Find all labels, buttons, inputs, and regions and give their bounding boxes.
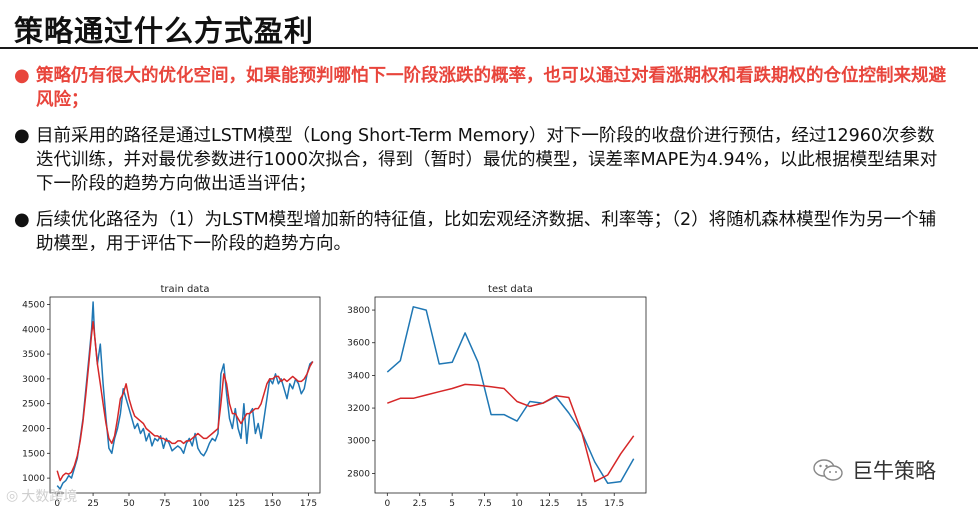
actual-series-line	[56, 301, 314, 490]
wechat-icon	[813, 459, 843, 481]
x-tick-label: 100	[192, 499, 209, 509]
x-tick-label: 150	[264, 499, 281, 509]
y-tick-label: 3000	[347, 437, 370, 447]
x-tick-label: 10	[511, 499, 523, 509]
x-tick-label: 15	[576, 499, 587, 509]
train-data-chart: train data 0 25 50 75 100 125 150 175 1000 1500 200…	[22, 284, 321, 509]
y-tick-label: 3500	[22, 350, 45, 360]
x-tick-label: 0	[54, 499, 60, 509]
watermark-left-text: 大数跨境	[21, 489, 78, 505]
y-tick-label: 4000	[22, 325, 45, 335]
y-tick-label: 3000	[22, 375, 45, 385]
x-tick-label: 175	[300, 499, 317, 509]
y-tick-label: 2800	[347, 469, 370, 479]
y-tick-label: 3600	[347, 339, 370, 349]
chart-title: test data	[488, 284, 533, 295]
actual-series-line	[386, 306, 635, 484]
bullet-item-lstm: ● 目前采用的路径是通过LSTM模型（Long Short-Term Memor…	[14, 124, 949, 196]
chart-title: train data	[161, 284, 210, 295]
bullet-list: ● 策略仍有很大的优化空间，如果能预判哪怕下一阶段涨跌的概率，也可以通过对看涨期…	[14, 64, 949, 268]
watermark-right-text: 巨牛策略	[852, 459, 936, 483]
y-tick-label: 3400	[347, 371, 370, 381]
bullet-text: 目前采用的路径是通过LSTM模型（Long Short-Term Memory）…	[36, 126, 938, 194]
y-tick-label: 4500	[22, 300, 45, 310]
x-tick-label: 17.5	[604, 499, 624, 509]
page-title: 策略通过什么方式盈利	[14, 14, 315, 48]
y-tick-label: 3800	[347, 306, 370, 316]
watermark-right: 巨牛策略	[812, 455, 936, 485]
x-tick-label: 0	[384, 499, 390, 509]
plot-frame	[49, 296, 321, 494]
y-tick-label: 2000	[22, 424, 45, 434]
x-tick-label: 50	[123, 499, 135, 509]
bullet-text: 策略仍有很大的优化空间，如果能预判哪怕下一阶段涨跌的概率，也可以通过对看涨期权和…	[36, 66, 946, 110]
predicted-series-line	[56, 321, 314, 482]
x-tick-label: 2.5	[413, 499, 427, 509]
target-icon: ◎	[6, 488, 19, 504]
x-tick-label: 125	[228, 499, 245, 509]
plot-frame	[374, 296, 647, 494]
bullet-item-next-steps: ● 后续优化路径为（1）为LSTM模型增加新的特征值，比如宏观经济数据、利率等；…	[14, 208, 949, 256]
watermark-left: ◎ 大数跨境	[6, 486, 77, 506]
bullet-dot-icon: ●	[14, 209, 30, 230]
bullet-text: 后续优化路径为（1）为LSTM模型增加新的特征值，比如宏观经济数据、利率等；（2…	[36, 210, 937, 254]
y-tick-label: 1000	[22, 474, 45, 484]
bullet-item-optimization: ● 策略仍有很大的优化空间，如果能预判哪怕下一阶段涨跌的概率，也可以通过对看涨期…	[14, 64, 949, 112]
bullet-dot-icon: ●	[14, 65, 30, 86]
x-tick-label: 7.5	[477, 499, 491, 509]
y-tick-label: 1500	[22, 449, 45, 459]
x-tick-label: 25	[87, 499, 98, 509]
title-divider	[0, 47, 978, 49]
bullet-dot-icon: ●	[14, 125, 30, 146]
x-tick-label: 75	[159, 499, 170, 509]
predicted-series-line	[387, 383, 635, 483]
x-tick-label: 5	[449, 499, 455, 509]
y-tick-label: 2500	[22, 400, 45, 410]
y-tick-label: 3200	[347, 404, 370, 414]
test-data-chart: test data 0 2.5 5 7.5 10 12.5 15 17.5 2800 3000 320…	[347, 284, 647, 509]
x-tick-label: 12.5	[539, 499, 559, 509]
